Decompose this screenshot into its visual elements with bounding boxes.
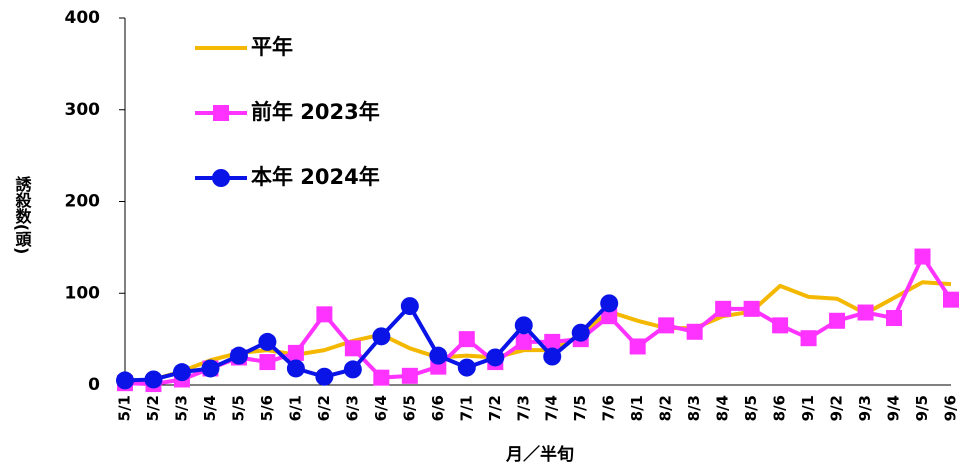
x-tick-label: 6/4 bbox=[372, 395, 390, 421]
x-axis-label: 月／半旬 bbox=[505, 444, 574, 465]
x-tick-label: 5/1 bbox=[116, 395, 134, 421]
x-tick-label: 7/3 bbox=[514, 395, 532, 421]
data-point bbox=[343, 360, 362, 379]
data-point bbox=[686, 323, 703, 340]
data-point bbox=[259, 354, 276, 371]
data-point bbox=[600, 294, 619, 313]
x-tick-label: 7/4 bbox=[543, 395, 561, 421]
data-point bbox=[172, 363, 191, 382]
legend-label: 本年 2024年 bbox=[251, 165, 380, 189]
data-point bbox=[144, 370, 163, 389]
data-point bbox=[429, 346, 448, 365]
x-tick-label: 5/5 bbox=[229, 395, 247, 421]
x-tick-label: 6/5 bbox=[400, 395, 418, 421]
data-point bbox=[943, 291, 959, 308]
series-line bbox=[124, 254, 953, 387]
x-tick-label: 5/3 bbox=[172, 395, 190, 421]
data-point bbox=[629, 338, 646, 355]
data-point bbox=[372, 327, 391, 346]
legend-marker bbox=[213, 105, 229, 121]
x-tick-label: 7/6 bbox=[600, 395, 618, 421]
x-tick-label: 5/4 bbox=[201, 395, 219, 421]
x-tick-label: 8/5 bbox=[742, 395, 760, 421]
data-point bbox=[457, 358, 476, 377]
x-tick-label: 8/2 bbox=[657, 395, 675, 421]
x-tick-label: 5/6 bbox=[258, 395, 276, 421]
x-tick-label: 7/1 bbox=[457, 395, 475, 421]
data-point bbox=[772, 317, 789, 334]
data-point bbox=[543, 347, 562, 366]
y-tick-label: 0 bbox=[88, 375, 100, 395]
data-point bbox=[486, 348, 505, 367]
data-point bbox=[857, 304, 874, 321]
y-tick-label: 100 bbox=[65, 283, 101, 303]
data-point bbox=[316, 306, 333, 323]
data-point bbox=[373, 369, 390, 386]
data-point bbox=[829, 312, 846, 329]
data-point bbox=[401, 367, 418, 384]
data-point bbox=[400, 297, 419, 316]
x-tick-label: 8/6 bbox=[771, 395, 789, 421]
data-point bbox=[315, 367, 334, 386]
data-point bbox=[116, 371, 134, 390]
x-tick-label: 8/1 bbox=[628, 395, 646, 421]
data-point bbox=[515, 333, 532, 350]
data-point bbox=[715, 300, 732, 317]
x-tick-label: 7/2 bbox=[486, 395, 504, 421]
data-point bbox=[914, 248, 931, 265]
data-point bbox=[571, 323, 590, 342]
x-tick-label: 7/5 bbox=[571, 395, 589, 421]
x-tick-label: 6/1 bbox=[286, 395, 304, 421]
data-point bbox=[658, 317, 675, 334]
data-point bbox=[287, 344, 304, 361]
data-point bbox=[800, 330, 817, 347]
data-point bbox=[743, 300, 760, 317]
data-point bbox=[201, 359, 220, 378]
data-point bbox=[458, 331, 475, 348]
x-tick-label: 9/5 bbox=[913, 395, 931, 421]
data-point bbox=[886, 310, 903, 327]
x-tick-label: 9/6 bbox=[942, 395, 960, 421]
data-point bbox=[258, 332, 277, 351]
x-tick-label: 9/3 bbox=[856, 395, 874, 421]
series-line bbox=[124, 301, 611, 383]
x-tick-label: 9/1 bbox=[799, 395, 817, 421]
data-point bbox=[229, 346, 248, 365]
y-axis-label: 誘殺数(頭) bbox=[13, 175, 33, 255]
data-point bbox=[514, 316, 533, 335]
data-point bbox=[286, 359, 305, 378]
legend-label: 前年 2023年 bbox=[251, 100, 380, 124]
x-tick-label: 6/2 bbox=[315, 395, 333, 421]
x-tick-label: 5/2 bbox=[144, 395, 162, 421]
y-tick-label: 400 bbox=[65, 8, 101, 28]
data-point bbox=[344, 340, 361, 357]
x-tick-label: 8/4 bbox=[714, 395, 732, 421]
x-tick-label: 6/3 bbox=[343, 395, 361, 421]
x-tick-label: 6/6 bbox=[429, 395, 447, 421]
y-tick-label: 300 bbox=[65, 100, 101, 120]
legend-marker bbox=[212, 169, 230, 187]
x-tick-label: 8/3 bbox=[685, 395, 703, 421]
x-tick-label: 9/4 bbox=[885, 395, 903, 421]
legend-label: 平年 bbox=[251, 35, 293, 59]
series-line bbox=[124, 280, 952, 385]
data-point bbox=[601, 308, 618, 325]
y-tick-label: 200 bbox=[65, 192, 101, 212]
x-tick-label: 9/2 bbox=[828, 395, 846, 421]
data-point bbox=[544, 333, 561, 350]
